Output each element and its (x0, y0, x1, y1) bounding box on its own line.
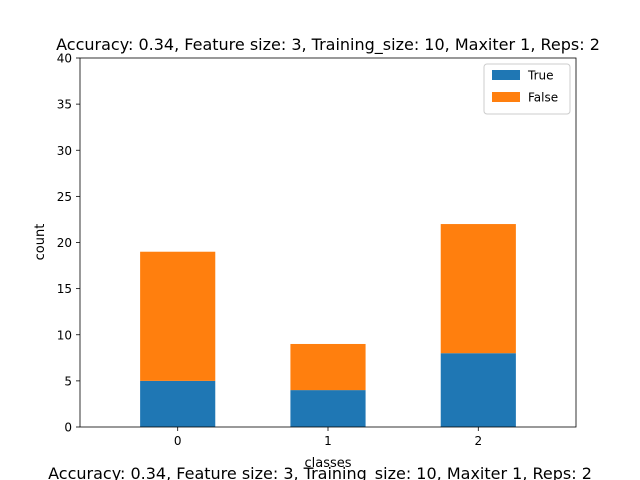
legend-swatch-true (492, 70, 520, 80)
bar-false-class-0 (140, 251, 216, 381)
chart-legend: True False (483, 63, 571, 115)
y-tick-label: 20 (57, 236, 72, 250)
bars-layer (140, 224, 516, 427)
y-tick-label: 25 (57, 190, 72, 204)
y-tick-label: 0 (64, 421, 72, 435)
legend-label-false: False (528, 91, 558, 105)
legend-label-true: True (527, 69, 554, 83)
bar-true-class-2 (440, 353, 516, 427)
y-tick-label: 10 (57, 328, 72, 342)
y-tick-label: 5 (64, 374, 72, 388)
chart-title: Accuracy: 0.34, Feature size: 3, Trainin… (56, 35, 600, 55)
y-tick-label: 15 (57, 282, 72, 296)
x-tick-label: 2 (474, 434, 482, 448)
bar-true-class-1 (290, 390, 366, 427)
y-tick-label: 40 (57, 52, 72, 66)
x-tick-label: 1 (324, 434, 332, 448)
bar-true-class-0 (140, 380, 216, 427)
x-tick-label: 0 (174, 434, 182, 448)
x-axis-label: classes (304, 456, 351, 471)
chart-caption: Accuracy: 0.34, Feature size: 3, Trainin… (48, 464, 592, 480)
legend-swatch-false (492, 92, 520, 102)
y-tick-label: 35 (57, 98, 72, 112)
y-axis-label: count (33, 224, 48, 261)
bar-false-class-2 (440, 224, 516, 354)
y-tick-label: 30 (57, 144, 72, 158)
bar-false-class-1 (290, 343, 366, 391)
axes-layer: 0 5 10 15 20 25 30 35 40 0 1 2 (57, 52, 577, 448)
